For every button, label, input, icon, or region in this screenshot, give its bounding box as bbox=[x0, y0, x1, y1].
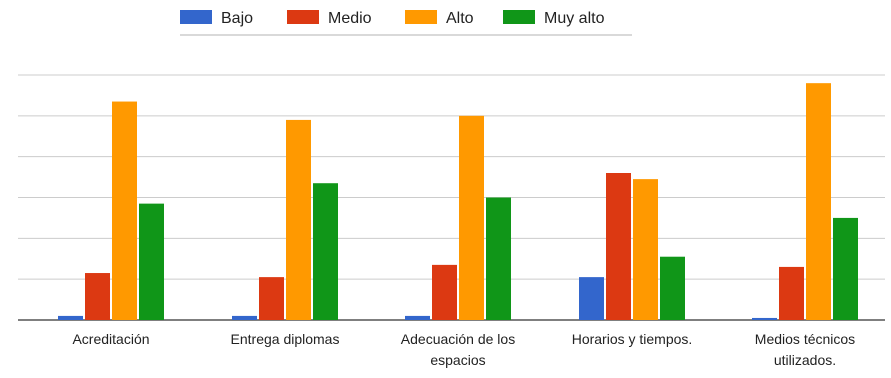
bar-medio-4 bbox=[779, 266, 804, 320]
bar-bajo-1 bbox=[232, 315, 257, 320]
legend-label: Bajo bbox=[221, 10, 253, 27]
bar-alto-1 bbox=[286, 119, 311, 321]
bar-medio-0 bbox=[85, 273, 110, 320]
bar-alto-3 bbox=[633, 179, 658, 320]
bar-muy-alto-4 bbox=[833, 217, 858, 320]
legend: Bajo Medio Alto Muy alto bbox=[180, 10, 632, 36]
category-label: Entrega diplomas bbox=[231, 331, 340, 347]
legend-swatch-muy-alto bbox=[503, 10, 535, 24]
legend-label: Muy alto bbox=[544, 10, 605, 27]
bar-alto-0 bbox=[112, 101, 137, 321]
bars bbox=[58, 83, 858, 321]
legend-swatch-alto bbox=[405, 10, 437, 24]
bar-muy-alto-1 bbox=[313, 183, 338, 320]
legend-label: Alto bbox=[446, 10, 474, 27]
category-label: Medios técnicos utilizados. bbox=[755, 331, 855, 368]
bar-bajo-2 bbox=[405, 315, 430, 320]
bar-medio-2 bbox=[432, 264, 457, 320]
legend-swatch-bajo bbox=[180, 10, 212, 24]
legend-swatch-medio bbox=[287, 10, 319, 24]
bar-bajo-4 bbox=[752, 317, 777, 320]
bar-alto-4 bbox=[806, 83, 831, 321]
bar-muy-alto-0 bbox=[139, 203, 164, 320]
bar-muy-alto-3 bbox=[660, 256, 685, 320]
bar-alto-2 bbox=[459, 115, 484, 320]
category-labels: Acreditación Entrega diplomas Adecuación d… bbox=[72, 331, 855, 368]
bar-medio-3 bbox=[606, 173, 631, 320]
legend-label: Medio bbox=[328, 10, 372, 27]
bar-muy-alto-2 bbox=[486, 197, 511, 320]
category-label: Horarios y tiempos. bbox=[572, 331, 693, 347]
category-label: Adecuación de los espacios bbox=[401, 331, 515, 368]
bar-bajo-0 bbox=[58, 315, 83, 320]
bar-bajo-3 bbox=[579, 277, 604, 320]
bar-medio-1 bbox=[259, 277, 284, 320]
category-label: Acreditación bbox=[72, 331, 149, 347]
